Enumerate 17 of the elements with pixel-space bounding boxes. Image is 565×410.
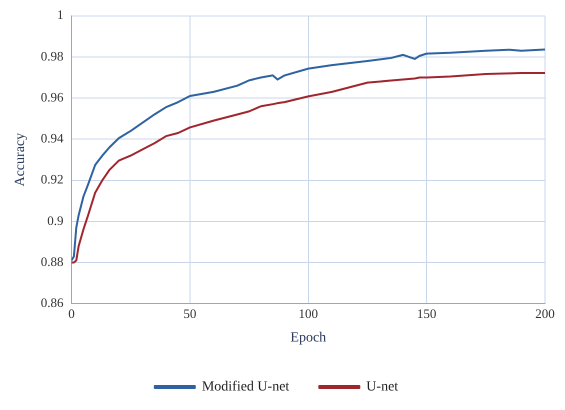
y-tick-label: 1 (57, 7, 64, 22)
x-tick-label: 200 (535, 306, 555, 321)
y-tick-label: 0.96 (40, 89, 64, 104)
x-tick-label: 100 (298, 306, 318, 321)
x-axis-title: Epoch (290, 330, 326, 346)
y-tick-label: 0.86 (40, 295, 64, 310)
y-tick-label: 0.9 (47, 212, 64, 228)
x-tick-label: 50 (183, 306, 196, 321)
y-tick-label: 0.98 (40, 48, 64, 64)
x-tick-label: 150 (416, 306, 436, 321)
x-tick-label: 0 (68, 306, 75, 321)
y-axis-title: Accuracy (13, 132, 28, 187)
legend-label: Modified U-net (202, 380, 290, 395)
y-tick-label: 0.94 (40, 130, 64, 146)
y-tick-label: 0.92 (40, 172, 64, 187)
legend-label: U-net (366, 380, 398, 395)
y-tick-label: 0.88 (40, 254, 64, 269)
